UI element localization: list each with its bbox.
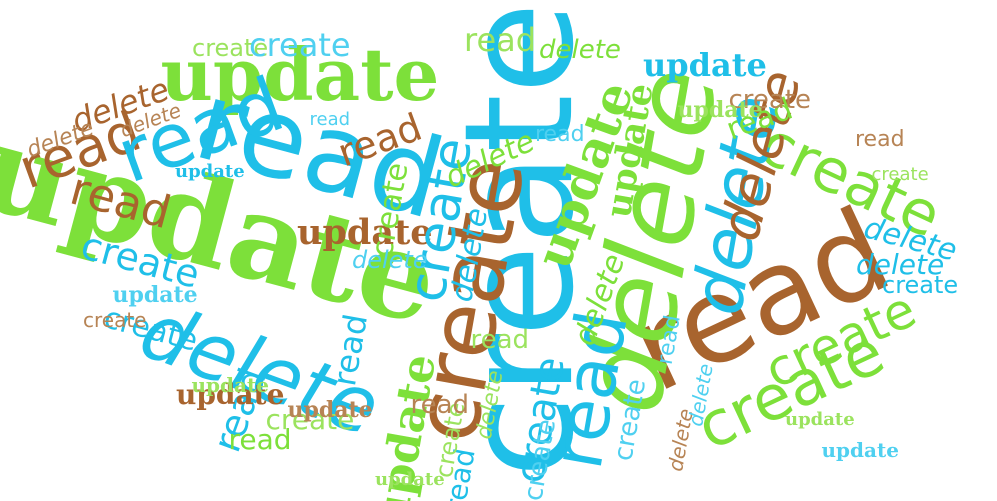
word-create: create	[83, 308, 147, 332]
word-read: read	[464, 21, 537, 59]
word-read: read	[855, 127, 905, 152]
word-update: update	[677, 97, 763, 123]
word-update: update	[297, 211, 433, 253]
word-delete: delete	[352, 246, 428, 274]
word-read: read	[410, 390, 470, 420]
word-delete: delete	[856, 248, 945, 281]
word-update: update	[375, 469, 445, 490]
word-create: create	[192, 34, 269, 62]
word-create: create	[728, 85, 812, 115]
word-update: update	[191, 373, 269, 397]
word-update: update	[643, 46, 767, 84]
word-read: read	[309, 109, 351, 130]
word-create: create	[882, 271, 959, 299]
word-read: read	[228, 423, 292, 456]
word-create: create	[249, 26, 351, 64]
word-read: read	[535, 122, 585, 147]
word-update: update	[176, 378, 285, 411]
word-delete: delete	[539, 35, 621, 65]
word-create: create	[871, 164, 929, 185]
word-update: update	[821, 438, 899, 462]
word-update: update	[112, 282, 198, 308]
word-create: create	[265, 403, 355, 436]
word-read: read	[470, 325, 530, 355]
word-update: update	[785, 409, 855, 430]
word-update: update	[287, 397, 373, 423]
word-update: update	[160, 32, 440, 117]
word-update: update	[175, 161, 245, 182]
